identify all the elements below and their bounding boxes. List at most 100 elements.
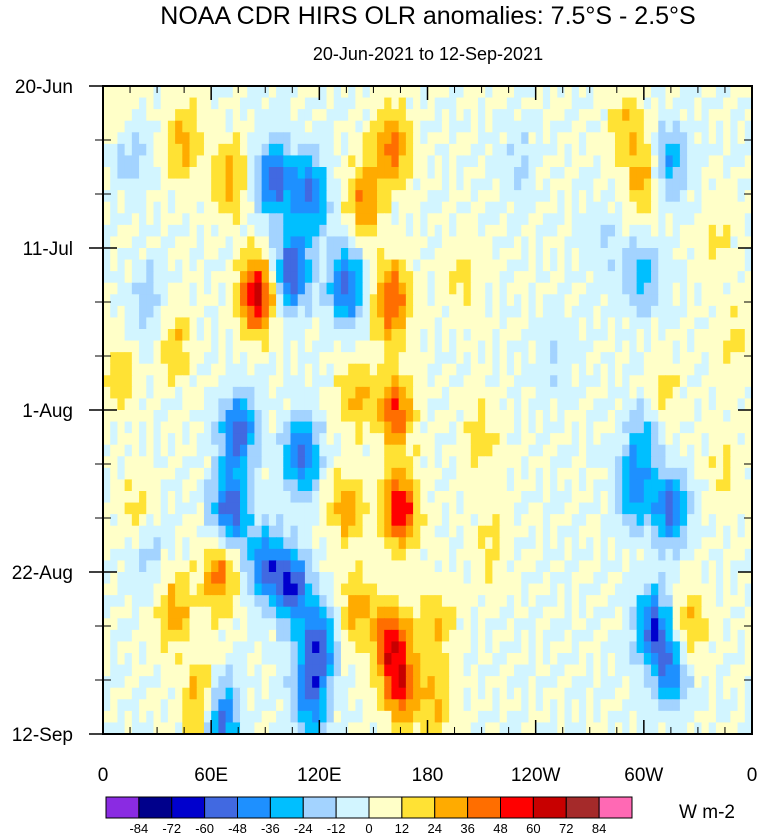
heatmap-cell [203,456,212,469]
heatmap-cell [196,502,205,515]
heatmap-cell [203,572,212,585]
heatmap-cell [600,583,609,596]
heatmap-cell [160,86,169,99]
heatmap-cell [665,155,674,168]
heatmap-cell [225,375,234,388]
heatmap-cell [413,305,421,319]
heatmap-cell [297,664,306,677]
heatmap-cell [362,502,371,515]
heatmap-cell [622,444,631,457]
heatmap-cell [196,352,205,365]
heatmap-cell [701,248,710,261]
heatmap-cell [189,97,198,110]
heatmap-cell [254,120,263,133]
heatmap-cell [550,109,558,122]
heatmap-cell [687,664,695,677]
heatmap-cell [211,687,219,700]
heatmap-cell [521,641,530,654]
heatmap-cell [146,340,155,353]
heatmap-cell [636,444,645,457]
heatmap-cell [492,340,501,353]
heatmap-cell [456,629,465,643]
heatmap-cell [405,86,414,99]
heatmap-cell [506,502,515,515]
heatmap-cell [211,421,219,434]
heatmap-cell [514,305,522,319]
heatmap-cell [614,491,623,504]
heatmap-cell [254,329,263,342]
heatmap-cell [715,143,724,157]
heatmap-cell [636,572,645,585]
heatmap-cell [362,155,371,168]
heatmap-cell [297,595,306,608]
heatmap-cell [369,259,378,272]
heatmap-cell [694,525,703,538]
heatmap-cell [679,595,688,608]
heatmap-cell [643,143,652,157]
heatmap-cell [326,398,335,411]
heatmap-cell [694,97,703,110]
heatmap-cell [312,86,320,99]
heatmap-cell [146,386,155,400]
heatmap-cell [355,375,364,388]
heatmap-cell [398,213,407,226]
heatmap-cell [369,410,378,423]
heatmap-cell [369,618,378,631]
heatmap-cell [643,282,652,295]
heatmap-cell [384,722,393,735]
heatmap-cell [607,120,616,133]
heatmap-cell [333,120,342,133]
heatmap-cell [456,201,465,214]
heatmap-cell [586,629,594,643]
heatmap-cell [182,305,191,319]
heatmap-cell [550,560,558,573]
heatmap-cell [304,259,313,272]
heatmap-cell [564,653,573,666]
heatmap-cell [355,178,364,191]
heatmap-cell [240,352,248,365]
heatmap-cell [167,317,176,330]
heatmap-cell [651,213,659,226]
heatmap-cell [485,641,493,654]
heatmap-cell [586,167,594,180]
heatmap-cell [449,178,457,191]
heatmap-cell [377,699,385,712]
heatmap-cell [182,213,191,226]
heatmap-cell [607,699,616,712]
heatmap-cell [629,629,638,643]
heatmap-cell [146,375,155,388]
heatmap-cell [211,537,219,550]
heatmap-cell [564,97,573,110]
heatmap-cell [564,236,573,249]
heatmap-cell [715,583,724,596]
heatmap-cell [124,201,133,214]
heatmap-cell [319,653,328,666]
heatmap-cell [636,560,645,573]
heatmap-cell [160,167,169,180]
heatmap-cell [629,109,638,122]
heatmap-cell [600,97,609,110]
heatmap-cell [470,618,479,631]
heatmap-cell [528,109,537,122]
heatmap-cell [456,410,465,423]
heatmap-cell [117,491,126,504]
heatmap-cell [651,120,659,133]
heatmap-cell [319,491,328,504]
heatmap-cell [276,282,284,295]
heatmap-cell [586,317,594,330]
heatmap-cell [391,722,400,735]
heatmap-cell [499,259,508,272]
heatmap-cell [297,155,306,168]
heatmap-cell [679,294,688,307]
heatmap-cell [427,97,436,110]
heatmap-cell [268,201,277,214]
heatmap-cell [297,236,306,249]
heatmap-cell [167,722,176,735]
heatmap-cell [470,491,479,504]
heatmap-cell [463,167,472,180]
heatmap-cell [405,560,414,573]
heatmap-cell [636,687,645,700]
heatmap-cell [196,479,205,492]
heatmap-cell [182,167,191,180]
heatmap-cell [607,143,616,157]
